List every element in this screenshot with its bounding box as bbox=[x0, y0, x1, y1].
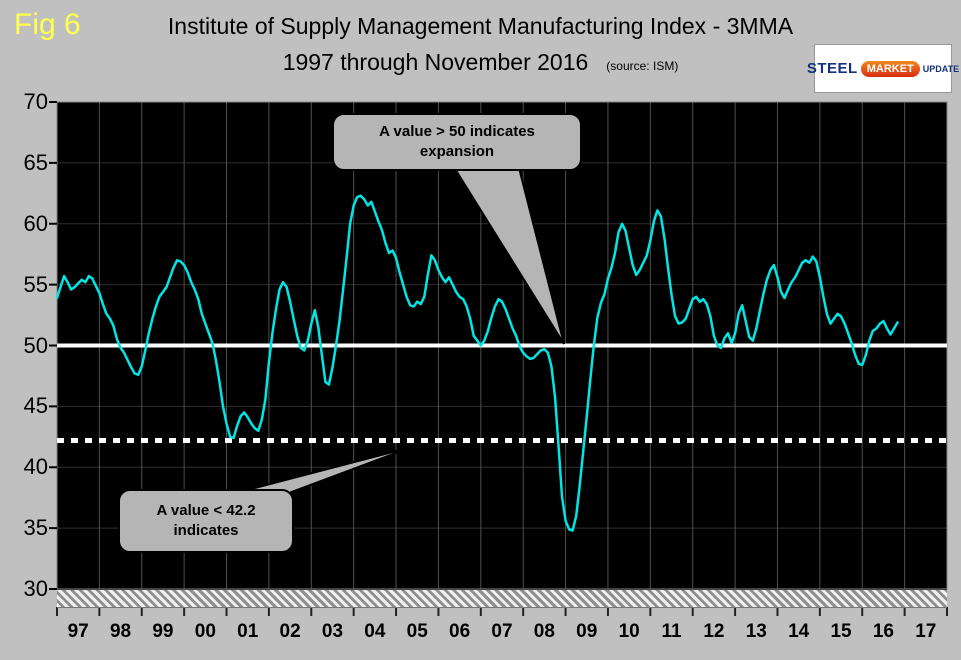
logo-update-text: UPDATE bbox=[922, 63, 960, 74]
x-axis-label: 15 bbox=[830, 621, 852, 642]
y-axis-label: 70 bbox=[23, 89, 48, 114]
x-axis-label: 07 bbox=[491, 621, 513, 642]
figure-label: Fig 6 bbox=[14, 8, 81, 41]
x-axis-label: 08 bbox=[533, 621, 555, 642]
x-axis-label: 00 bbox=[194, 621, 216, 642]
y-axis-label: 65 bbox=[23, 149, 48, 175]
x-axis-label: 09 bbox=[576, 621, 598, 642]
x-axis-label: 06 bbox=[449, 621, 471, 642]
x-axis-label: 14 bbox=[788, 621, 810, 642]
x-axis-label: 13 bbox=[745, 621, 767, 642]
x-axis-label: 12 bbox=[703, 621, 725, 642]
callout-expansion-line1: A value > 50 indicates bbox=[379, 122, 535, 140]
x-axis-label: 99 bbox=[152, 621, 174, 642]
y-axis-label: 30 bbox=[23, 576, 48, 601]
x-axis-label: 97 bbox=[67, 621, 89, 642]
callout-contraction-line1: A value < 42.2 bbox=[156, 501, 256, 519]
x-axis-label: 10 bbox=[618, 621, 640, 642]
x-axis-label: 98 bbox=[109, 621, 132, 642]
callout-contraction-line2: indicates bbox=[173, 522, 239, 539]
callout-contraction: A value < 42.2 indicates bbox=[118, 489, 294, 553]
x-axis-label: 17 bbox=[915, 621, 937, 642]
callout-expansion: A value > 50 indicates expansion bbox=[332, 113, 582, 171]
chart-subtitle-row: 1997 through November 2016 (source: ISM) bbox=[40, 49, 921, 76]
y-axis-label: 45 bbox=[23, 393, 48, 419]
x-axis-label: 11 bbox=[661, 621, 682, 642]
smu-logo: STEEL MARKET UPDATE bbox=[807, 44, 959, 93]
y-axis-label: 50 bbox=[23, 332, 48, 358]
y-axis-label: 35 bbox=[23, 515, 48, 541]
callout-expansion-line2: expansion bbox=[419, 143, 495, 160]
chart-title: Institute of Supply Management Manufactu… bbox=[167, 13, 794, 39]
chart-subtitle: 1997 through November 2016 bbox=[282, 49, 589, 75]
y-axis-label: 40 bbox=[23, 454, 48, 480]
x-axis-label: 16 bbox=[872, 621, 894, 642]
y-axis-label: 55 bbox=[23, 271, 48, 297]
y-axis-label: 60 bbox=[23, 210, 48, 236]
ism-data-line bbox=[55, 194, 899, 532]
source-note: (source: ISM) bbox=[606, 59, 679, 73]
logo-steel-text: STEEL bbox=[806, 60, 858, 77]
x-axis-label: 05 bbox=[406, 621, 428, 642]
x-axis-label: 02 bbox=[279, 621, 301, 642]
logo-market-badge: MARKET bbox=[860, 60, 920, 77]
x-axis-label: 01 bbox=[237, 621, 259, 642]
x-axis-label: 04 bbox=[364, 621, 386, 642]
x-axis-label: 03 bbox=[321, 621, 344, 642]
x-axis-band bbox=[57, 589, 947, 608]
